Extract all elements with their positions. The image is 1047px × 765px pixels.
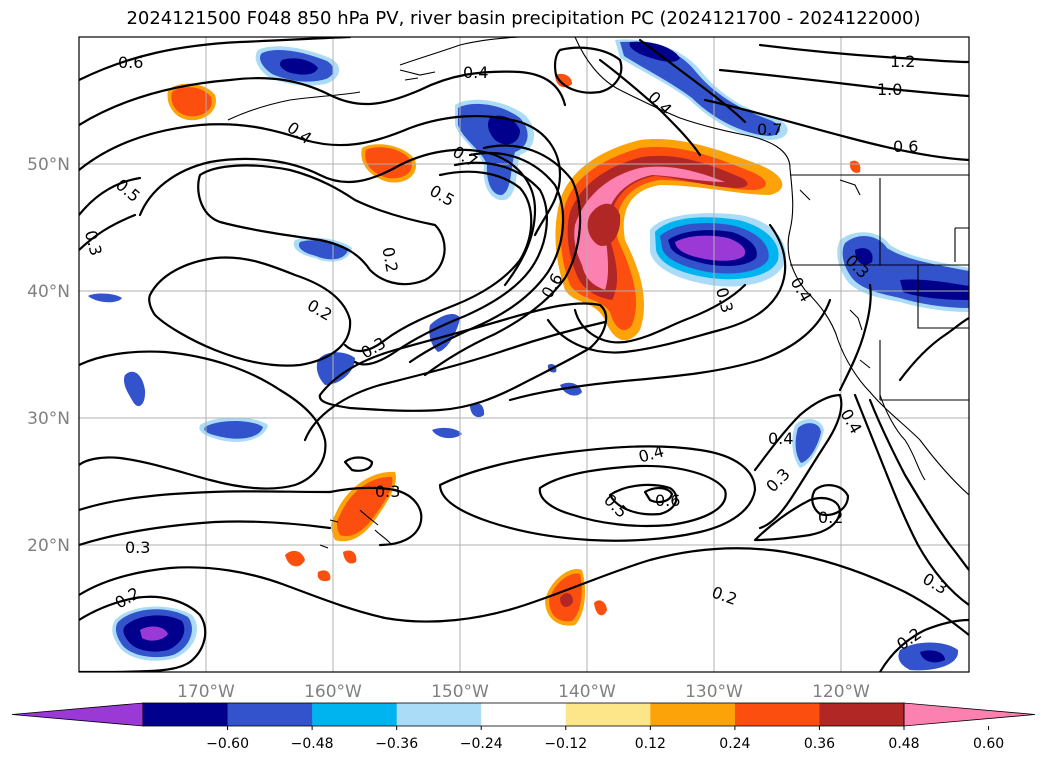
lon-label: 170°W xyxy=(177,682,235,702)
colorbar-tick-label: −0.24 xyxy=(460,736,503,752)
lat-label: 40°N xyxy=(27,282,70,302)
colorbar-extend-min xyxy=(11,702,144,727)
pv-contours xyxy=(79,37,969,672)
contour-label: 0.6 xyxy=(655,491,680,510)
colorbar-segment xyxy=(143,703,229,726)
contour-label: 0.2 xyxy=(378,246,401,274)
lon-label: 140°W xyxy=(558,682,616,702)
lon-label: 130°W xyxy=(685,682,743,702)
contour-label: 0.3 xyxy=(375,482,400,501)
colorbar-segment xyxy=(481,703,567,726)
contour-label: 0.6 xyxy=(118,53,143,72)
lat-label: 50°N xyxy=(27,155,70,175)
colorbar-tick-label: 0.48 xyxy=(888,736,919,752)
lon-label: 120°W xyxy=(812,682,870,702)
colorbar-tick-label: −0.36 xyxy=(375,736,418,752)
lat-label: 30°N xyxy=(27,409,70,429)
colorbar-frame xyxy=(142,702,905,727)
plot-frame xyxy=(78,36,970,673)
colorbar-segment xyxy=(227,703,313,726)
colorbar-tick-label: −0.60 xyxy=(206,736,249,752)
colorbar-tick-label: 0.12 xyxy=(635,736,666,752)
colorbar-segment xyxy=(650,703,736,726)
colorbar-tick-label: 0.36 xyxy=(804,736,835,752)
contour-label: 0.7 xyxy=(757,120,782,139)
contour-label: 1.2 xyxy=(890,52,915,71)
colorbar-segment xyxy=(565,703,651,726)
chart-title: 2024121500 F048 850 hPa PV, river basin … xyxy=(126,8,921,29)
lon-label: 150°W xyxy=(431,682,489,702)
map-panel: 0.6 0.4 1.2 1.0 0.4 0.7 0.7 0.6 0.5 0.3 … xyxy=(79,37,969,672)
contour-label: 0.4 xyxy=(463,63,488,82)
colorbar-tick-label: −0.48 xyxy=(291,736,334,752)
colorbar-extend-max xyxy=(903,702,1036,727)
contour-label: 0.4 xyxy=(768,429,793,448)
colorbar-segment xyxy=(396,703,482,726)
contour-label: 0.3 xyxy=(125,538,150,557)
contour-label: 1.0 xyxy=(877,80,902,99)
colorbar-segment xyxy=(734,703,820,726)
colorbar-tick-label: 0.60 xyxy=(973,736,1004,752)
colorbar-segment xyxy=(312,703,398,726)
colorbar-tick-label: 0.24 xyxy=(719,736,750,752)
contour-label: 0.6 xyxy=(893,137,918,156)
contour-label: 0.2 xyxy=(818,508,843,527)
lat-label: 20°N xyxy=(27,536,70,556)
lon-label: 160°W xyxy=(304,682,362,702)
colorbar-segment xyxy=(819,703,905,726)
gridlines xyxy=(79,37,969,672)
colorbar-tick-label: −0.12 xyxy=(544,736,587,752)
colorbar: −0.60 −0.48 −0.36 −0.24 −0.12 0.12 0.24 0.36 0.4… xyxy=(11,702,1036,752)
